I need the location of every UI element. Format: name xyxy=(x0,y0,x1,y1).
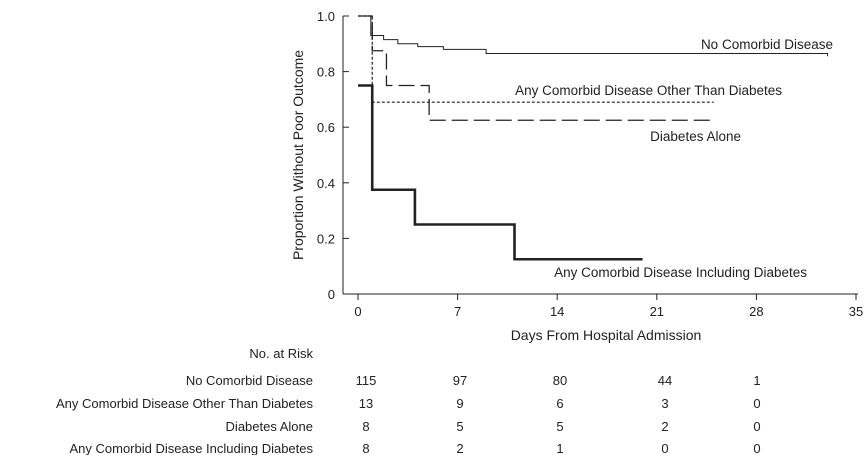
x-tick-label: 28 xyxy=(749,304,763,319)
risk-cell: 1 xyxy=(753,373,760,388)
risk-cell: 5 xyxy=(556,419,563,434)
series-line-diabetes-alone xyxy=(358,15,714,121)
curve-label: No Comorbid Disease xyxy=(701,37,833,52)
risk-cell: 44 xyxy=(658,373,672,388)
risk-table-title: No. at Risk xyxy=(249,346,313,361)
risk-row-label: Any Comorbid Disease Including Diabetes xyxy=(69,441,313,455)
risk-cell: 0 xyxy=(753,396,760,411)
y-tick-label: 1.0 xyxy=(317,9,335,24)
risk-cell: 80 xyxy=(553,373,567,388)
risk-cell: 8 xyxy=(362,441,369,455)
y-axis-title: Proportion Without Poor Outcome xyxy=(290,50,306,260)
plot-area xyxy=(358,15,829,261)
risk-cell: 0 xyxy=(753,441,760,455)
x-tick-label: 14 xyxy=(550,304,564,319)
y-tick-label: 0.2 xyxy=(317,231,335,246)
risk-cell: 13 xyxy=(359,396,373,411)
risk-cell: 2 xyxy=(661,419,668,434)
x-tick-label: 35 xyxy=(849,304,863,319)
x-tick-label: 7 xyxy=(454,304,461,319)
risk-cell: 1 xyxy=(556,441,563,455)
risk-row-label: No Comorbid Disease xyxy=(186,373,313,388)
y-tick-label: 0 xyxy=(328,287,335,302)
curve-label: Any Comorbid Disease Other Than Diabetes xyxy=(515,83,782,98)
risk-cell: 2 xyxy=(456,441,463,455)
risk-row-label: Diabetes Alone xyxy=(226,419,313,434)
risk-row-label: Any Comorbid Disease Other Than Diabetes xyxy=(56,396,313,411)
curve-labels: No Comorbid Disease Any Comorbid Disease … xyxy=(515,37,833,280)
risk-cell: 9 xyxy=(456,396,463,411)
x-tick-label: 21 xyxy=(650,304,664,319)
series-line-no-comorbid-disease xyxy=(358,15,829,57)
risk-cell: 3 xyxy=(661,396,668,411)
risk-table: No. at Risk No Comorbid Disease 115 97 80 44… xyxy=(56,346,761,455)
risk-cell: 97 xyxy=(453,373,467,388)
x-tick-label: 0 xyxy=(354,304,361,319)
x-axis-title: Days From Hospital Admission xyxy=(511,327,702,343)
risk-cell: 8 xyxy=(362,419,369,434)
curve-label: Any Comorbid Disease Including Diabetes xyxy=(554,265,807,280)
y-tick-label: 0.6 xyxy=(317,120,335,135)
y-tick-label: 0.8 xyxy=(317,65,335,80)
risk-cell: 6 xyxy=(556,396,563,411)
series-line-any-comorbid-disease-including-diabetes xyxy=(358,84,643,261)
risk-cell: 115 xyxy=(356,373,377,388)
x-ticks: 0 7 14 21 28 35 xyxy=(354,294,863,319)
y-tick-label: 0.4 xyxy=(317,176,335,191)
risk-cell: 0 xyxy=(661,441,668,455)
risk-cell: 0 xyxy=(753,419,760,434)
risk-cell: 5 xyxy=(456,419,463,434)
y-ticks: 0 0.2 0.4 0.6 0.8 1.0 xyxy=(317,9,349,302)
curve-label: Diabetes Alone xyxy=(650,129,741,144)
